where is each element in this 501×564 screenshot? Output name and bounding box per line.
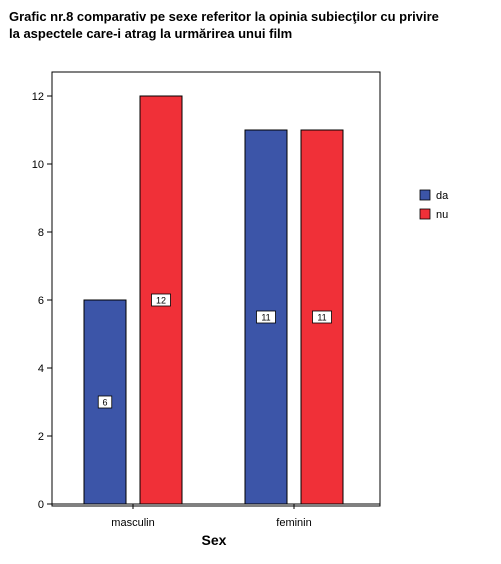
x-tick-label-feminin: feminin [276, 517, 311, 529]
data-label-box-nu-masculin [151, 293, 171, 307]
bars [83, 95, 344, 505]
data-label-box-da-masculin [97, 395, 113, 409]
y-axis: 0 2 4 6 8 10 12 [32, 72, 53, 511]
data-label-da-feminin: 11 [261, 313, 270, 323]
y-tick-label: 10 [32, 159, 44, 171]
legend-swatch-nu [419, 208, 431, 220]
y-tick-label: 2 [38, 431, 44, 443]
data-label-box-da-feminin [256, 310, 276, 324]
chart-title: Grafic nr.8 comparativ pe sexe referitor… [9, 9, 439, 41]
legend-swatch-da [419, 189, 431, 201]
data-label-nu-masculin: 12 [156, 296, 166, 306]
y-tick-label: 8 [38, 227, 44, 239]
y-tick-label: 6 [38, 295, 44, 307]
data-label-box-nu-feminin [312, 310, 332, 324]
data-label-nu-feminin: 11 [317, 313, 326, 323]
y-tick-label: 12 [32, 91, 44, 103]
x-axis: masculin feminin [52, 503, 380, 529]
data-labels: 6 12 11 11 [97, 293, 332, 409]
legend-label-da: da [436, 190, 449, 202]
legend-label-nu: nu [436, 209, 448, 221]
y-tick-label: 4 [38, 363, 44, 375]
x-tick-label-masculin: masculin [111, 517, 154, 529]
x-axis-title: Sex [202, 532, 227, 548]
data-label-da-masculin: 6 [102, 398, 107, 408]
y-tick-label: 0 [38, 499, 44, 511]
legend: da nu [419, 189, 449, 221]
